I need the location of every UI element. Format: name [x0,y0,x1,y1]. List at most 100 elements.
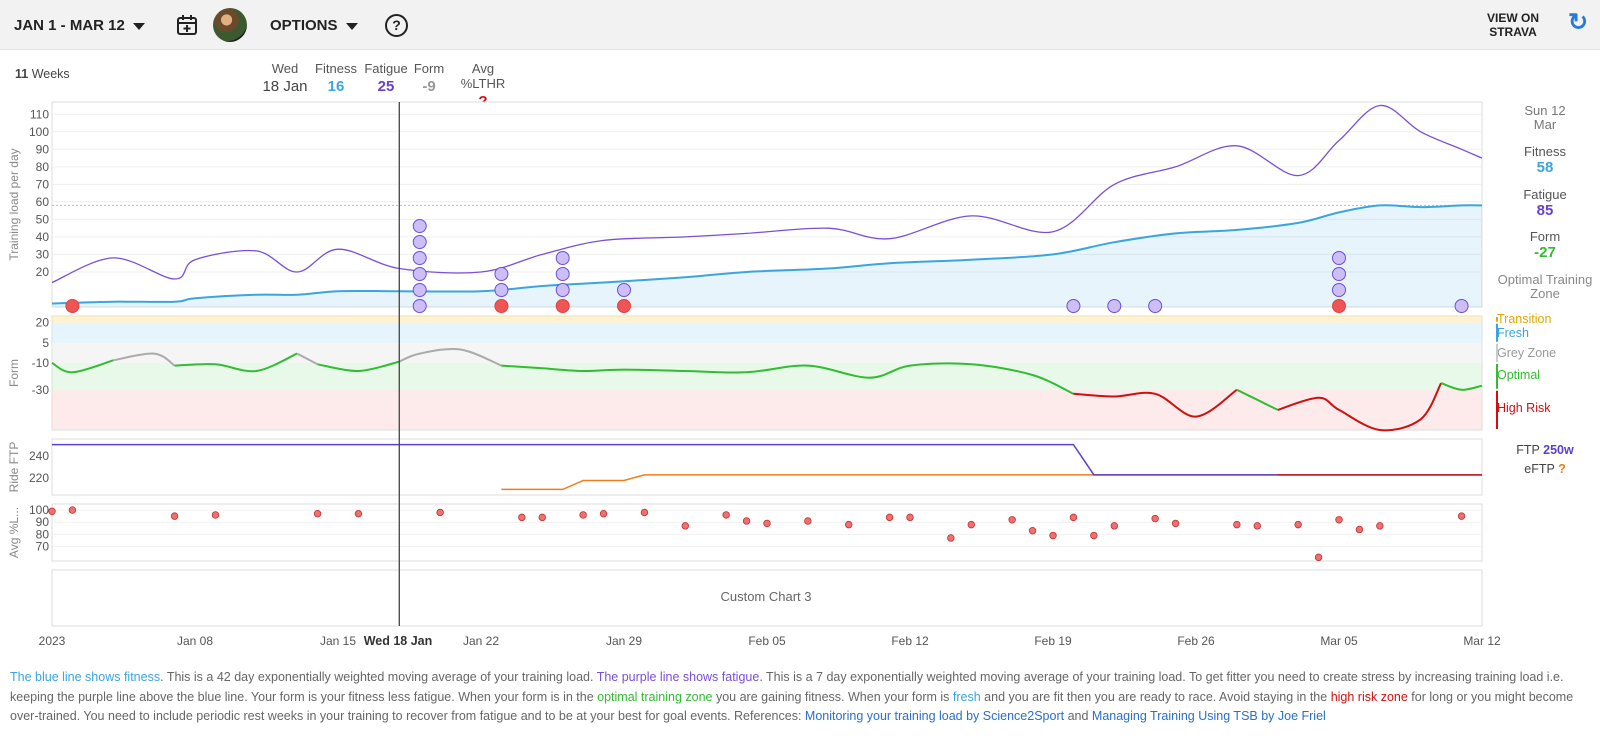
lthr-label: Avg %LTHR [460,61,506,91]
lthr-point [354,510,363,518]
options-dropdown[interactable]: OPTIONS [270,17,358,34]
right-fatigue: Fatigue 85 [1490,188,1600,219]
load-axis-title: Training load per day [7,148,21,260]
zone-transition-label: Transition [1497,312,1552,326]
lthr-point [1028,526,1037,535]
right-zone: Optimal Training Zone [1490,273,1600,301]
lthr-point [1171,519,1180,528]
activity-marker [494,283,509,297]
lthr-point [967,520,975,529]
form-line-segment [317,360,400,373]
right-fitness: Fitness 58 [1490,144,1600,176]
panel-frame-4 [51,503,1483,562]
form-tick-label: -10 [32,356,50,370]
view-on-label: VIEW ON [1486,11,1539,25]
activity-marker [412,219,427,233]
ftp-label: FTP [1516,443,1540,457]
form-line-segment [1236,388,1279,411]
lthr-point [1376,522,1384,530]
x-tick-label: 2023 [39,634,66,648]
activity-marker [617,283,631,297]
form-line-segment [51,359,114,374]
right-form-label: Form [1529,229,1561,244]
weeks-count: 11 Weeks [15,67,70,81]
selected-date-value: 18 Jan [262,78,308,95]
help-icon[interactable]: ? [385,14,408,37]
form-line-segment [296,352,319,366]
lthr-point [1335,516,1343,524]
lthr-axis-title: Avg %L... [7,507,21,558]
form-value: -9 [422,78,436,95]
options-label: OPTIONS [270,17,338,34]
footer-text-2: . This is a 7 day exponentially weighted… [10,670,1564,704]
form-readout: Form -9 [409,61,449,95]
x-tick-label: Jan 22 [463,634,499,648]
form-line-segment [398,348,502,367]
activity-marker [412,251,427,265]
view-on-strava-button[interactable]: VIEW ON STRAVA [1486,11,1540,39]
date-range-dropdown[interactable]: JAN 1 - MAR 12 [14,17,145,34]
lthr-point [804,517,812,525]
footer-text-4: and you are fit then you are ready to ra… [980,689,1331,704]
zone-optimal-band [52,362,1482,390]
lthr-point [538,513,546,522]
activity-marker [1454,299,1469,313]
x-tick-label: Jan 29 [606,634,642,648]
right-fitness-label: Fitness [1524,144,1566,159]
weeks-label: Weeks [31,67,70,81]
x-tick-label: Jan 08 [177,634,213,648]
load-tick-label: 20 [36,265,50,279]
form-line-segment [113,352,176,367]
lthr-point [579,511,587,519]
zone-optimal-label: Optimal [1497,368,1541,382]
activity-marker [1332,251,1346,265]
footer-risk-text: high risk zone [1330,689,1408,704]
panel-frame-5 [51,569,1483,627]
lthr-point [845,520,853,529]
activity-marker [412,235,427,249]
fitness-line [51,204,1483,305]
lthr-tick-label: 80 [36,527,50,541]
lthr-point [1151,514,1159,523]
avatar[interactable] [213,8,247,42]
custom-chart-label: Custom Chart 3 [720,589,811,604]
footer-optimal-text: optimal training zone [597,689,713,704]
zone-line1: Optimal Training [1497,272,1593,287]
form-tick-label: -30 [32,383,50,397]
lthr-point [48,507,56,515]
footer-text-1: . This is a 42 day exponentially weighte… [160,670,597,684]
top-bar: JAN 1 - MAR 12 OPTIONS ? VIEW ON STRAVA … [0,0,1600,50]
zone-highrisk-label: High Risk [1497,401,1551,415]
lthr-point [170,512,179,520]
refresh-icon[interactable]: ↻ [1568,9,1589,36]
footer-text-6: and [1064,709,1092,723]
chevron-down-icon [132,22,145,30]
joe-friel-link[interactable]: Managing Training Using TSB by Joe Friel [1091,709,1326,723]
right-fitness-value: 58 [1536,159,1554,176]
load-tick-label: 90 [36,142,50,156]
lthr-point [211,511,220,519]
lthr-point [313,510,322,518]
activity-marker-red [617,299,631,313]
fitness-value: 16 [327,78,345,95]
load-tick-label: 40 [36,230,50,244]
lthr-point [1090,531,1098,540]
activity-marker-red [555,299,570,313]
cursor-date-label: Wed 18 Jan [364,634,433,648]
lthr-point [68,506,77,514]
fatigue-value: 25 [377,78,395,95]
lthr-tick-label: 90 [36,515,50,529]
activity-marker [1332,267,1346,281]
lthr-point [1355,525,1364,534]
eftp-line [501,474,1482,491]
lthr-point [599,510,608,518]
lthr-tick-label: 70 [36,539,50,553]
calendar-add-icon[interactable] [176,14,198,36]
fatigue-line [51,104,1483,284]
x-tick-label: Mar 12 [1463,634,1501,648]
footer-fresh-text: fresh [952,689,981,704]
science2sport-link[interactable]: Monitoring your training load by Science… [804,709,1065,723]
date-range-label: JAN 1 - MAR 12 [14,17,125,34]
